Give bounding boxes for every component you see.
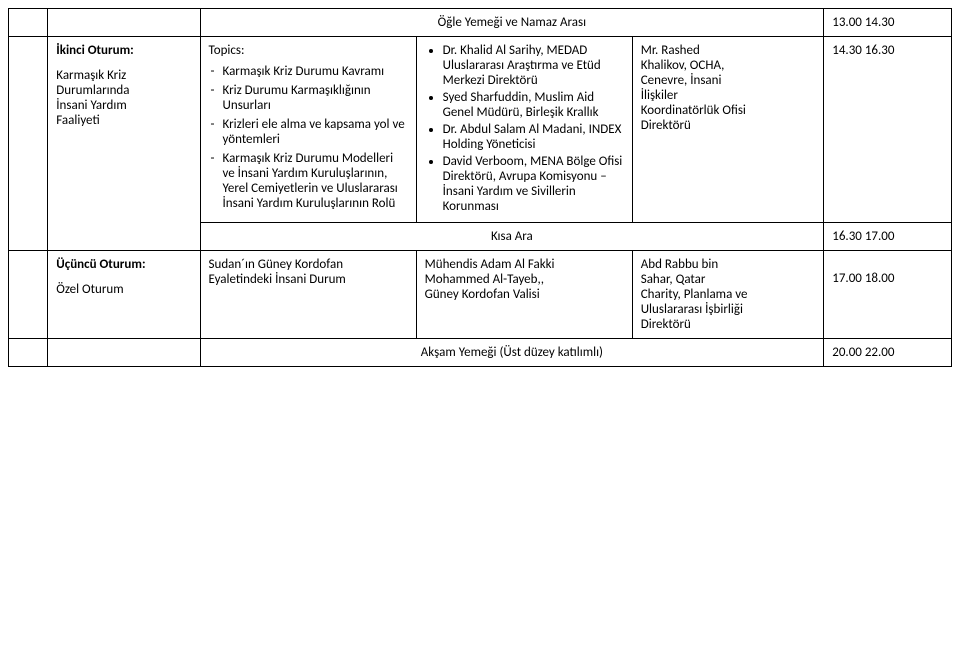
dinner-time: 20.00 22.00 — [824, 339, 952, 367]
session2-title-cell: İkinci Oturum: Karmaşık Kriz Durumlarınd… — [48, 37, 200, 251]
list-item: Kriz Durumu Karmaşıklığının Unsurları — [209, 83, 408, 113]
session2-topics-cell: Topics: Karmaşık Kriz Durumu Kavramı Kri… — [200, 37, 416, 223]
moderator-line: İlişkiler — [641, 88, 816, 103]
table-row: İkinci Oturum: Karmaşık Kriz Durumlarınd… — [9, 37, 952, 223]
break-label: Kısa Ara — [200, 223, 824, 251]
session2-heading: İkinci Oturum: — [56, 43, 191, 58]
session2-title: İnsani Yardım — [56, 98, 191, 113]
table-row: Üçüncü Oturum: Özel Oturum Sudan´ın Güne… — [9, 251, 952, 339]
speaker-line: Mühendis Adam Al Fakki — [425, 257, 624, 272]
topic-line: Sudan´ın Güney Kordofan — [209, 257, 408, 272]
session3-moderator-cell: Abd Rabbu bin Sahar, Qatar Charity, Plan… — [632, 251, 824, 339]
session3-subtitle: Özel Oturum — [56, 282, 191, 297]
speaker-line: Güney Kordofan Valisi — [425, 287, 624, 302]
list-item: David Verboom, MENA Bölge Ofisi Direktör… — [443, 154, 624, 214]
session3-heading: Üçüncü Oturum: — [56, 257, 191, 272]
list-item: Krizleri ele alma ve kapsama yol ve yönt… — [209, 117, 408, 147]
moderator-line: Direktörü — [641, 118, 816, 133]
session2-title: Faaliyeti — [56, 113, 191, 128]
topic-line: Eyaletindeki İnsani Durum — [209, 272, 408, 287]
moderator-line: Abd Rabbu bin — [641, 257, 816, 272]
session3-topic-cell: Sudan´ın Güney Kordofan Eyaletindeki İns… — [200, 251, 416, 339]
moderator-line: Sahar, Qatar — [641, 272, 816, 287]
list-item: Syed Sharfuddin, Muslim Aid Genel Müdürü… — [443, 90, 624, 120]
schedule-table: Öğle Yemeği ve Namaz Arası 13.00 14.30 İ… — [8, 8, 952, 367]
list-item: Dr. Khalid Al Sarihy, MEDAD Uluslararası… — [443, 43, 624, 88]
moderator-line: Uluslararası İşbirliği — [641, 302, 816, 317]
dinner-label: Akşam Yemeği (Üst düzey katılımlı) — [200, 339, 824, 367]
moderator-line: Koordinatörlük Ofisi — [641, 103, 816, 118]
break-time: 16.30 17.00 — [824, 223, 952, 251]
moderator-line: Mr. Rashed — [641, 43, 816, 58]
moderator-line: Charity, Planlama ve — [641, 287, 816, 302]
list-item: Dr. Abdul Salam Al Madani, INDEX Holding… — [443, 122, 624, 152]
session2-time: 14.30 16.30 — [824, 37, 952, 223]
session3-title-cell: Üçüncü Oturum: Özel Oturum — [48, 251, 200, 339]
session2-moderator-cell: Mr. Rashed Khalikov, OCHA, Cenevre, İnsa… — [632, 37, 824, 223]
session3-time-text: 17.00 18.00 — [832, 271, 894, 286]
moderator-line: Cenevre, İnsani — [641, 73, 816, 88]
lunch-label: Öğle Yemeği ve Namaz Arası — [200, 9, 824, 37]
list-item: Karmaşık Kriz Durumu Modelleri ve İnsani… — [209, 151, 408, 211]
topics-list: Karmaşık Kriz Durumu Kavramı Kriz Durumu… — [209, 64, 408, 211]
session3-time: 17.00 18.00 — [824, 251, 952, 339]
moderator-line: Direktörü — [641, 317, 816, 332]
moderator-line: Khalikov, OCHA, — [641, 58, 816, 73]
speaker-line: Mohammed Al-Tayeb,, — [425, 272, 624, 287]
session2-title: Durumlarında — [56, 83, 191, 98]
lunch-time: 13.00 14.30 — [824, 9, 952, 37]
table-row: Öğle Yemeği ve Namaz Arası 13.00 14.30 — [9, 9, 952, 37]
session3-speaker-cell: Mühendis Adam Al Fakki Mohammed Al-Tayeb… — [416, 251, 632, 339]
topics-header: Topics: — [209, 43, 408, 58]
speakers-list: Dr. Khalid Al Sarihy, MEDAD Uluslararası… — [425, 43, 624, 214]
session2-title: Karmaşık Kriz — [56, 68, 191, 83]
session2-speakers-cell: Dr. Khalid Al Sarihy, MEDAD Uluslararası… — [416, 37, 632, 223]
list-item: Karmaşık Kriz Durumu Kavramı — [209, 64, 408, 79]
table-row: Akşam Yemeği (Üst düzey katılımlı) 20.00… — [9, 339, 952, 367]
